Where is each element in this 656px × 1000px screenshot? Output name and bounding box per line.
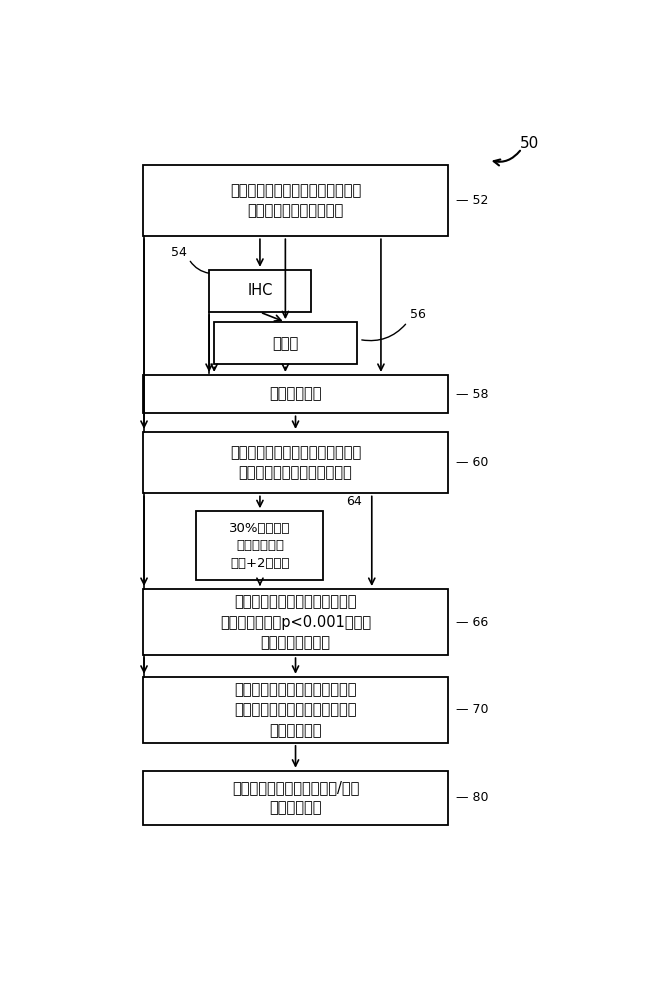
Text: — 66: — 66 [456, 616, 488, 629]
Bar [209, 270, 311, 312]
Text: — 58: — 58 [456, 388, 488, 401]
Text: 通过靶相对于正常参照物的表达
倍数变化是否在p<0.001下显著
来鉴定上调或下调: 通过靶相对于正常参照物的表达 倍数变化是否在p<0.001下显著 来鉴定上调或下… [220, 594, 371, 650]
Bar [143, 589, 448, 655]
Text: — 60: — 60 [456, 456, 488, 469]
Bar [143, 677, 448, 743]
Text: — 80: — 80 [456, 791, 488, 804]
Text: — 70: — 70 [456, 703, 488, 716]
Text: 其他分子测试: 其他分子测试 [269, 387, 322, 402]
Bar [214, 322, 357, 364]
Bar [143, 165, 448, 236]
Bar [196, 511, 323, 580]
Text: 56: 56 [409, 308, 426, 321]
Text: 50: 50 [520, 136, 539, 151]
Text: IHC: IHC [247, 283, 273, 298]
Text: 对来自患病个体的生物样品的至少
一种靶进行至少一种测试: 对来自患病个体的生物样品的至少 一种靶进行至少一种测试 [230, 183, 361, 219]
Text: — 52: — 52 [456, 194, 488, 207]
Text: 确定一种或多种靶相比于特定靶的
参照物是否表现出表达的改变: 确定一种或多种靶相比于特定靶的 参照物是否表现出表达的改变 [230, 445, 361, 480]
Bar [143, 771, 448, 825]
Text: 30%或更多的
细胞对靶的染
色为+2或更大: 30%或更多的 细胞对靶的染 色为+2或更大 [229, 522, 291, 570]
Text: 54: 54 [171, 246, 186, 259]
Bar [143, 375, 448, 413]
Text: 鉴定与一种或多种表现出表达的
改变的靶相互作用的至少一种非
疾病特异性剂: 鉴定与一种或多种表现出表达的 改变的靶相互作用的至少一种非 疾病特异性剂 [234, 682, 357, 738]
Bar [143, 432, 448, 493]
Text: 微阵列: 微阵列 [272, 336, 298, 351]
Text: 64: 64 [346, 495, 362, 508]
Text: 提供包含测试和建议的治疗/剂的
患者概况报告: 提供包含测试和建议的治疗/剂的 患者概况报告 [232, 780, 359, 815]
